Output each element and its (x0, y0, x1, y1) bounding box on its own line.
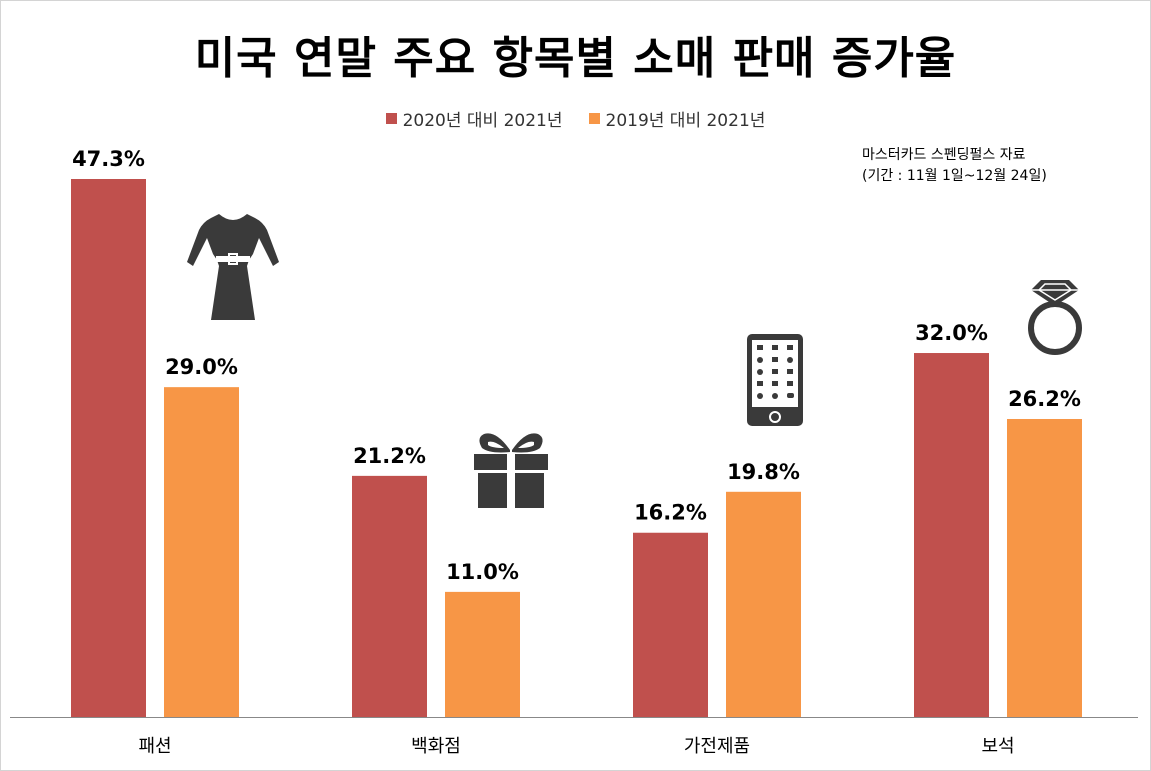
dress-icon (187, 214, 279, 320)
bar-series-1-0 (71, 179, 146, 717)
data-label-series-1-0: 47.3% (72, 147, 145, 171)
data-label-series-2-3: 26.2% (1008, 387, 1081, 411)
legend: 2020년 대비 2021년 2019년 대비 2021년 (0, 106, 1151, 131)
data-label-series-1-1: 21.2% (353, 444, 426, 468)
x-tick-label-2: 가전제품 (684, 736, 750, 757)
data-label-series-2-1: 11.0% (446, 560, 519, 584)
gift-box-icon (474, 433, 548, 508)
legend-swatch-series-2 (588, 113, 600, 124)
bar-series-1-2 (633, 532, 708, 717)
bar-series-2-0 (164, 387, 239, 717)
bar-series-2-3 (1007, 418, 1082, 717)
legend-item-series-2: 2019년 대비 2021년 (588, 106, 766, 131)
data-label-series-2-0: 29.0% (165, 355, 238, 379)
bar-series-2-2 (726, 491, 801, 717)
legend-label-series-2: 2019년 대비 2021년 (605, 111, 766, 131)
data-label-series-2-2: 19.8% (727, 460, 800, 484)
source-note-line-2: (기간 : 11월 1일~12월 24일) (862, 168, 1047, 184)
x-tick-label-1: 백화점 (411, 736, 461, 757)
legend-swatch-series-1 (385, 113, 397, 124)
data-label-series-1-2: 16.2% (634, 501, 707, 525)
chart-title: 미국 연말 주요 항목별 소매 판매 증가율 (194, 33, 957, 84)
smartphone-icon (747, 334, 803, 426)
x-tick-label-0: 패션 (138, 736, 171, 757)
bar-series-1-3 (914, 353, 989, 717)
x-tick-label-3: 보석 (981, 736, 1014, 757)
source-note: 마스터카드 스펜딩펄스 자료 (기간 : 11월 1일~12월 24일) (862, 145, 1047, 187)
source-note-line-1: 마스터카드 스펜딩펄스 자료 (862, 147, 1026, 163)
bar-series-2-1 (445, 591, 520, 717)
diamond-ring-icon (1028, 280, 1082, 355)
data-label-series-1-3: 32.0% (915, 321, 988, 345)
legend-label-series-1: 2020년 대비 2021년 (402, 111, 563, 131)
legend-item-series-1: 2020년 대비 2021년 (385, 106, 563, 131)
bar-series-1-1 (352, 475, 427, 717)
